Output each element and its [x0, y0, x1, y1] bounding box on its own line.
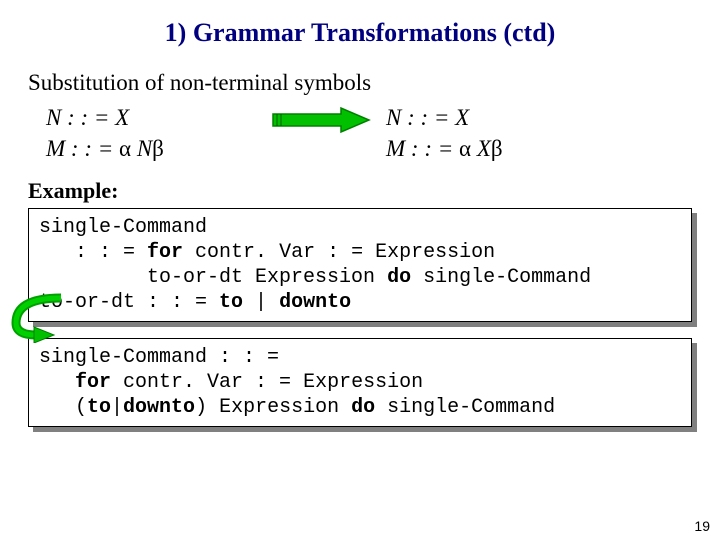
c2l1: single-Command : : =: [39, 346, 279, 369]
rule-right-l1: N : : = X: [386, 105, 469, 130]
c1l4kw1: to: [219, 291, 243, 314]
c1l4kw2: downto: [279, 291, 351, 314]
c1l2b: contr. Var : = Expression: [183, 241, 495, 264]
rule-left-l2b: N: [131, 136, 152, 161]
c2l3c: ) Expression: [195, 396, 351, 419]
codebox-2: single-Command : : = for contr. Var : = …: [28, 338, 692, 427]
curved-arrow-icon: [6, 293, 76, 348]
rule-left-alpha: α: [119, 136, 131, 161]
codebox-1: single-Command : : = for contr. Var : = …: [28, 208, 692, 322]
slide-title: 1) Grammar Transformations (ctd): [28, 18, 692, 48]
c2l2b: contr. Var : = Expression: [111, 371, 423, 394]
rule-right: N : : = X M : : = α Xβ: [386, 102, 503, 164]
rule-left-l1: N : : = X: [46, 105, 129, 130]
c2l3a: (: [39, 396, 87, 419]
c1l4b: |: [243, 291, 279, 314]
section-subtitle: Substitution of non-terminal symbols: [28, 70, 692, 96]
rule-left-beta: β: [152, 136, 164, 161]
c1l2kw: for: [147, 241, 183, 264]
c2l3kw3: do: [351, 396, 375, 419]
c2l3d: single-Command: [375, 396, 555, 419]
rule-right-alpha: α: [459, 136, 471, 161]
c2l3kw2: downto: [123, 396, 195, 419]
example-label: Example:: [28, 178, 692, 204]
c1l3kw: do: [387, 266, 411, 289]
rule-left-l2a: M : : =: [46, 136, 119, 161]
c1l3a: to-or-dt Expression: [39, 266, 387, 289]
transform-arrow: [271, 106, 371, 134]
c2l3kw1: to: [87, 396, 111, 419]
c2l2a: [39, 371, 75, 394]
rule-right-l2b: X: [471, 136, 491, 161]
code-example-2: single-Command : : = for contr. Var : = …: [28, 338, 692, 427]
page-number: 19: [694, 518, 710, 534]
c1l1: single-Command: [39, 216, 207, 239]
substitution-rules: N : : = X M : : = α Nβ N : : = X M : : =…: [46, 102, 692, 164]
rule-right-l2a: M : : =: [386, 136, 459, 161]
code-example-1: single-Command : : = for contr. Var : = …: [28, 208, 692, 322]
c1l2a: : : =: [39, 241, 147, 264]
c2l3b: |: [111, 396, 123, 419]
c2l2kw: for: [75, 371, 111, 394]
rule-left: N : : = X M : : = α Nβ: [46, 102, 164, 164]
c1l3b: single-Command: [411, 266, 591, 289]
rule-right-beta: β: [491, 136, 503, 161]
